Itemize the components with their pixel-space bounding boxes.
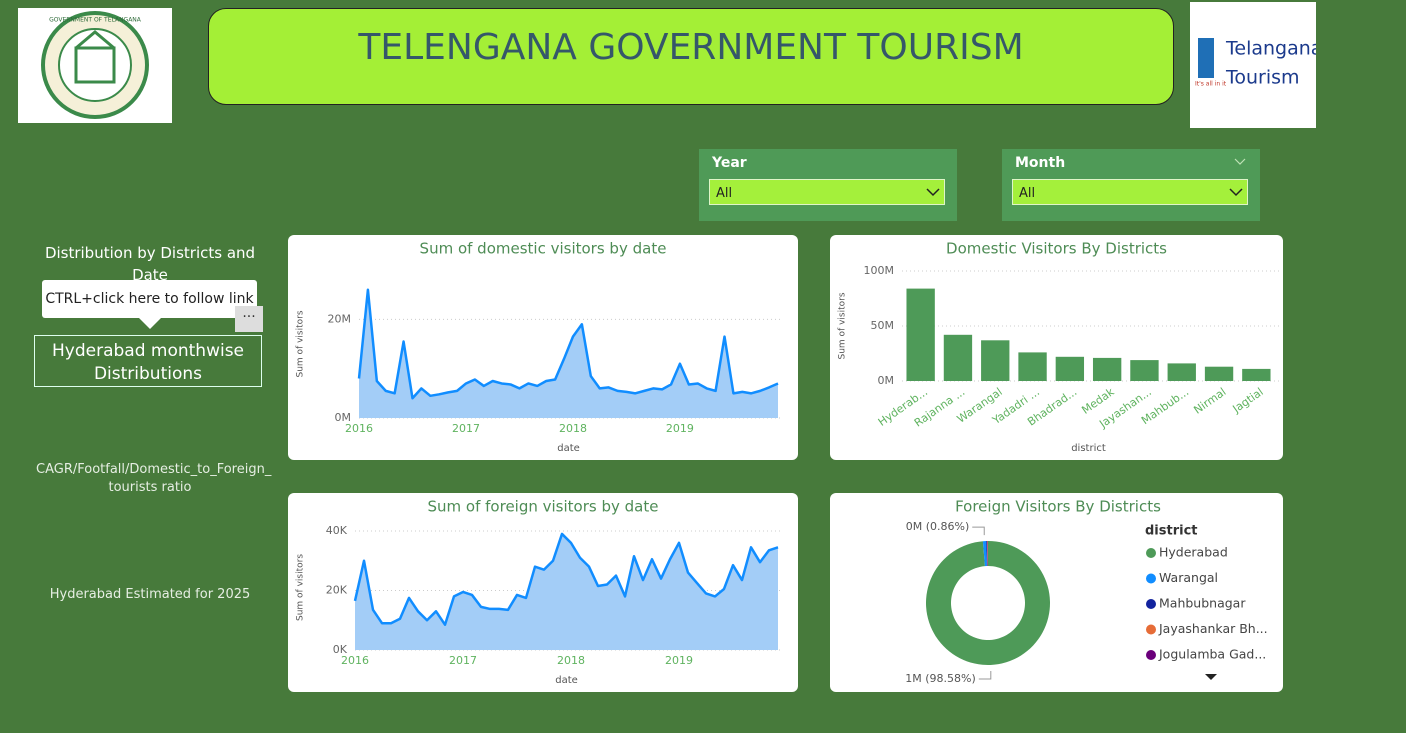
chart-card: Domestic Visitors By Districts district Su… xyxy=(830,235,1283,460)
y-tick-label: 0M xyxy=(878,374,895,387)
bar xyxy=(1130,360,1159,381)
bar xyxy=(1204,366,1234,381)
legend-title: district xyxy=(1145,524,1198,539)
estimate-link[interactable]: Hyderabad Estimated for 2025 xyxy=(49,587,251,602)
legend-label: Mahbubnagar xyxy=(1159,596,1246,611)
bar xyxy=(1055,356,1085,381)
tooltip: CTRL+click here to follow link xyxy=(42,280,257,318)
chart-title: Sum of domestic visitors by date xyxy=(420,240,667,258)
bar xyxy=(943,334,973,381)
area-fill xyxy=(355,533,778,650)
x-axis-label: date xyxy=(557,443,580,454)
cagr-link[interactable]: CAGR/Footfall/Domestic_to_Foreign_ touri… xyxy=(36,462,272,495)
data-label: 1M (98.58%) xyxy=(905,672,976,685)
dropdown[interactable]: All xyxy=(709,179,945,205)
slicer-label: Month xyxy=(1015,155,1066,171)
year-slicer[interactable]: Year All xyxy=(699,149,957,221)
legend-label: Warangal xyxy=(1159,570,1218,585)
y-axis-label: Sum of visitors xyxy=(296,310,306,377)
logo-line1: Telangana xyxy=(1225,38,1316,60)
y-tick-label: 100M xyxy=(864,264,895,277)
slice xyxy=(926,541,1050,665)
x-tick-label: 2017 xyxy=(452,422,480,435)
legend-swatch xyxy=(1146,624,1156,635)
chevron xyxy=(1229,188,1243,197)
legend-scroll[interactable] xyxy=(1205,674,1217,680)
chart-title: Foreign Visitors By Districts xyxy=(955,498,1161,516)
legend-swatch xyxy=(1146,548,1156,558)
area-fill xyxy=(359,289,778,418)
chevron xyxy=(1234,158,1246,165)
x-tick-label: Nirmal xyxy=(1191,385,1228,416)
legend-label: Jogulamba Gad... xyxy=(1158,647,1266,662)
bar xyxy=(1167,363,1196,381)
y-axis-label: Sum of visitors xyxy=(838,292,848,359)
bar xyxy=(906,288,935,381)
chart: Domestic Visitors By Districts district Su… xyxy=(838,240,1280,454)
x-tick-label: 2018 xyxy=(559,422,587,435)
chart: Sum of foreign visitors by date date Sum o… xyxy=(296,498,783,686)
title-banner: TELENGANA GOVERNMENT TOURISM xyxy=(208,8,1174,105)
y-tick-label: 20K xyxy=(326,583,348,596)
leader-line xyxy=(978,670,992,680)
legend-swatch xyxy=(1146,573,1156,584)
slice xyxy=(982,541,987,567)
hyderabad-button[interactable]: Hyderabad monthwise Distributions xyxy=(34,335,262,387)
logo-graphic: Telangana Tourism It's all in it xyxy=(1195,38,1322,89)
emblem-text: GOVERNMENT OF TELANGANA xyxy=(49,17,142,24)
y-tick-label: 0K xyxy=(333,643,348,656)
month-slicer[interactable]: Month All xyxy=(1002,149,1260,221)
tourism-logo: Telangana Tourism It's all in it xyxy=(1190,2,1322,128)
x-axis-label: district xyxy=(1071,443,1106,454)
chart-title: Sum of foreign visitors by date xyxy=(428,498,659,516)
emblem: GOVERNMENT OF TELANGANA xyxy=(18,8,172,123)
chart-card: Foreign Visitors By Districts 1M (98.58%)… xyxy=(830,493,1283,692)
x-tick-label: Jagtial xyxy=(1230,385,1266,416)
emblem-graphic: GOVERNMENT OF TELANGANA xyxy=(41,11,149,119)
slicer-label: Year xyxy=(712,155,747,171)
x-tick-label: 2016 xyxy=(345,422,373,435)
dropdown[interactable]: All xyxy=(1012,179,1248,205)
line xyxy=(353,532,779,626)
tooltip-pointer xyxy=(138,317,162,329)
legend-label: Jayashankar Bh... xyxy=(1158,621,1268,636)
logo-line2: Tourism xyxy=(1225,67,1300,89)
chart-card: Sum of domestic visitors by date date Sum … xyxy=(288,235,798,460)
x-axis-label: date xyxy=(555,675,578,686)
legend-swatch xyxy=(1146,599,1156,609)
data-label: 0M (0.86%) xyxy=(906,520,970,533)
bar xyxy=(1092,357,1122,381)
legend-label: Hyderabad xyxy=(1159,545,1228,560)
bar xyxy=(1242,368,1271,381)
chart: Foreign Visitors By Districts 1M (98.58%)… xyxy=(905,498,1268,685)
page-title: TELENGANA GOVERNMENT TOURISM xyxy=(358,27,1024,68)
y-tick-label: 40K xyxy=(326,524,348,537)
sidebar-heading: Distribution by Districts and Date xyxy=(44,244,256,284)
y-tick-label: 50M xyxy=(871,319,895,332)
x-tick-label: 2018 xyxy=(557,654,585,667)
bar xyxy=(1018,352,1047,381)
bar xyxy=(981,340,1010,381)
x-tick-label: 2016 xyxy=(341,654,369,667)
y-axis-label: Sum of visitors xyxy=(296,554,306,621)
slice xyxy=(986,541,988,567)
chevron xyxy=(926,188,940,197)
legend-swatch xyxy=(1146,650,1156,660)
line xyxy=(357,288,779,400)
y-tick-label: 20M xyxy=(328,312,352,325)
dropdown-value: All xyxy=(1019,186,1036,201)
leader-line xyxy=(972,526,985,536)
chart: Sum of domestic visitors by date date Sum … xyxy=(296,240,783,454)
y-tick-label: 0M xyxy=(335,411,352,424)
x-tick-label: 2019 xyxy=(666,422,694,435)
slice xyxy=(987,541,988,567)
chart-title: Domestic Visitors By Districts xyxy=(946,240,1167,258)
logo-tagline: It's all in it xyxy=(1195,81,1227,88)
chart-card: Sum of foreign visitors by date date Sum o… xyxy=(288,493,798,692)
x-tick-label: 2019 xyxy=(665,654,693,667)
more-options[interactable]: ··· xyxy=(235,306,263,332)
x-tick-label: 2017 xyxy=(449,654,477,667)
dropdown-value: All xyxy=(716,186,733,201)
